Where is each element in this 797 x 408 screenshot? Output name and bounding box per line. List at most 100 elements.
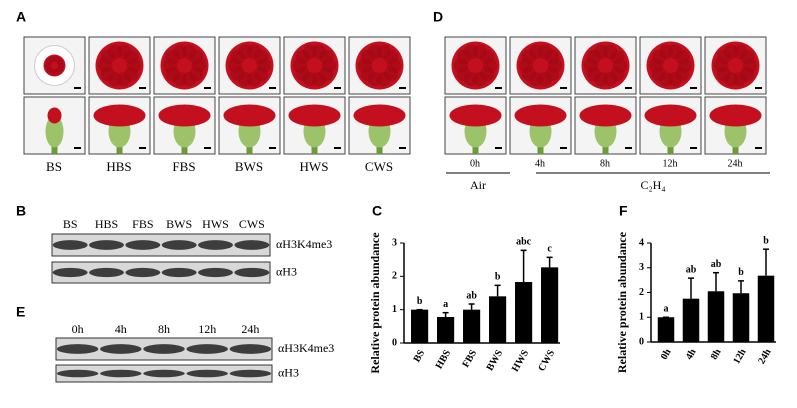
lane-label: 24h <box>241 322 259 336</box>
flower <box>353 104 406 127</box>
flower <box>709 104 762 127</box>
lane-label: HWS <box>202 217 229 231</box>
x-tick-label: 8h <box>709 347 724 362</box>
band <box>198 240 233 250</box>
antibody-label: αH3K4me3 <box>278 341 334 355</box>
error-bar <box>713 271 719 292</box>
bar <box>757 275 775 342</box>
band <box>100 344 142 354</box>
error-bar <box>494 284 501 297</box>
significance-label: abc <box>516 237 532 248</box>
y-axis-label: Relative protein abundance <box>368 232 382 374</box>
band <box>186 344 228 354</box>
significance-label: ab <box>466 290 477 301</box>
bud <box>47 107 62 124</box>
flower <box>449 104 502 127</box>
lane-label: 4h <box>115 322 127 336</box>
band <box>234 240 270 250</box>
x-tick-label: 4h <box>684 347 699 362</box>
bar <box>732 293 750 342</box>
y-tick-label: 2 <box>639 287 644 298</box>
x-tick-label: BWS <box>485 348 506 373</box>
flower <box>644 104 697 127</box>
error-bar <box>546 256 553 268</box>
antibody-label: αH3K4me3 <box>276 237 332 251</box>
bar <box>515 282 533 343</box>
lane-label: CWS <box>239 217 265 231</box>
x-tick-label: HWS <box>510 348 531 374</box>
band <box>56 344 99 354</box>
significance-label: a <box>664 304 669 315</box>
time-label: 0h <box>470 158 480 169</box>
panel-label: F <box>619 203 628 219</box>
lane-label: BS <box>63 217 78 231</box>
band <box>89 267 124 278</box>
band <box>161 240 197 250</box>
bar <box>541 267 559 343</box>
significance-label: b <box>763 235 769 246</box>
antibody-label: αH3 <box>278 365 299 379</box>
x-tick-label: BS <box>412 348 428 364</box>
flower <box>579 104 632 127</box>
bar <box>489 296 507 343</box>
lane-label: BWS <box>166 217 192 231</box>
x-tick-label: FBS <box>460 348 479 370</box>
error-bar <box>738 280 744 294</box>
x-tick-label: CWS <box>536 348 557 374</box>
group-label: Air <box>470 178 486 192</box>
stage-label: FBS <box>172 159 195 174</box>
stage-label: CWS <box>365 159 393 174</box>
bar <box>411 309 429 343</box>
petal <box>124 50 139 65</box>
petal <box>740 50 755 65</box>
y-tick-label: 1 <box>639 312 644 323</box>
petal <box>56 58 64 66</box>
panel-label: B <box>16 203 26 219</box>
flower <box>514 104 567 127</box>
band <box>198 267 233 278</box>
significance-label: b <box>738 267 744 278</box>
bar <box>437 317 455 343</box>
y-tick-label: 0 <box>392 337 397 348</box>
band <box>52 267 88 278</box>
time-label: 8h <box>600 158 610 169</box>
y-tick-label: 3 <box>639 262 644 273</box>
error-bar <box>442 311 449 317</box>
significance-label: a <box>443 299 448 310</box>
petal <box>384 50 399 65</box>
flower <box>223 104 276 127</box>
panel-label: E <box>16 304 25 320</box>
group-label: C₂H₄ <box>640 178 665 192</box>
significance-label: ab <box>686 264 697 275</box>
lane-label: 8h <box>158 322 170 336</box>
y-tick-label: 1 <box>392 304 397 315</box>
petal <box>319 50 334 65</box>
petal <box>189 50 204 65</box>
significance-label: b <box>495 272 501 283</box>
band <box>229 344 272 354</box>
calyx <box>45 115 64 148</box>
petal <box>675 50 690 65</box>
lane-label: HBS <box>95 217 118 231</box>
lane-label: 12h <box>198 322 216 336</box>
y-tick-label: 0 <box>639 336 644 347</box>
time-label: 24h <box>728 158 743 169</box>
blot <box>51 233 271 257</box>
x-tick-label: 0h <box>659 347 674 362</box>
band <box>234 267 270 278</box>
time-label: 12h <box>663 158 678 169</box>
significance-label: c <box>547 244 552 255</box>
y-axis-label: Relative protein abundance <box>615 231 629 373</box>
petal <box>480 50 495 65</box>
error-bar <box>520 249 527 282</box>
band <box>161 267 197 278</box>
time-label: 4h <box>535 158 545 169</box>
x-tick-label: 24h <box>756 347 774 366</box>
band <box>143 344 185 354</box>
band <box>186 369 228 378</box>
band <box>100 369 142 378</box>
bar <box>657 317 675 342</box>
bar <box>463 309 481 343</box>
band <box>229 369 272 378</box>
